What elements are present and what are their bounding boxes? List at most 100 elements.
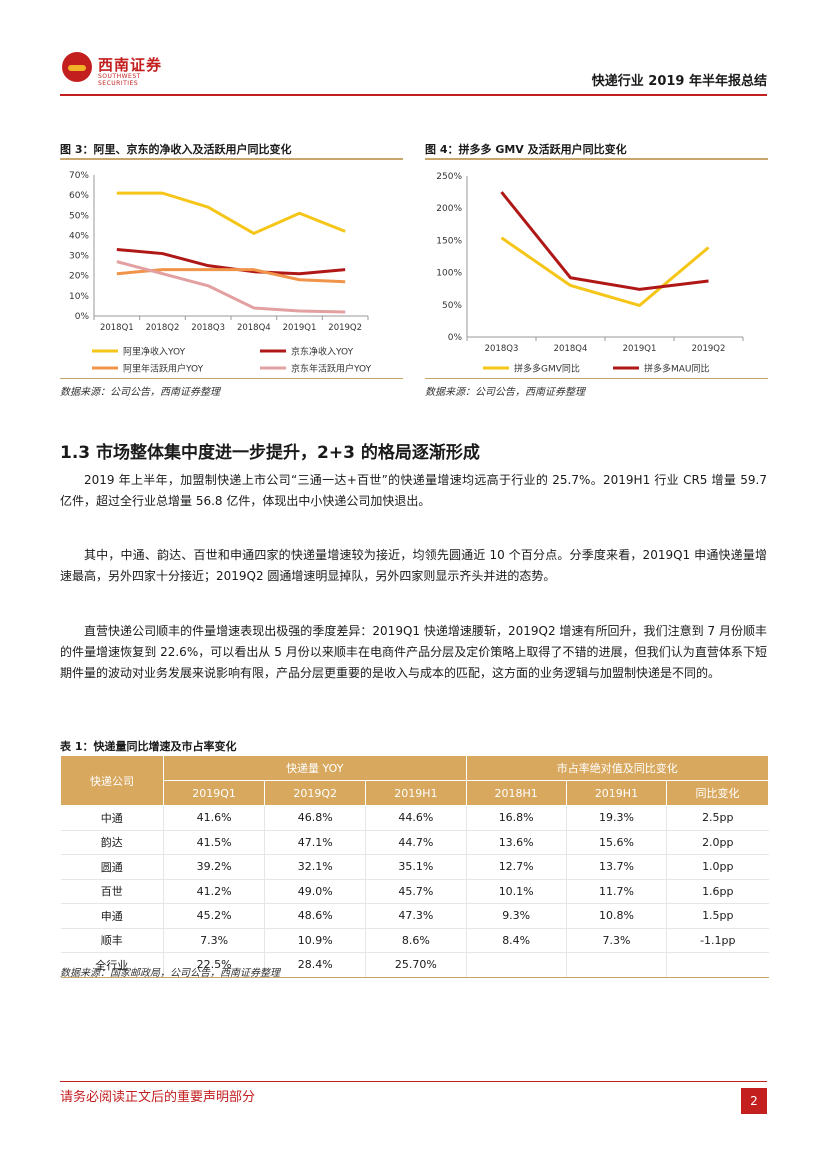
company-logo: 西南证券 SOUTHWEST SECURITIES bbox=[62, 50, 182, 90]
table-cell: 45.2% bbox=[163, 903, 266, 929]
table-header-share-group: 市占率绝对值及同比变化 bbox=[465, 755, 770, 781]
table-cell: 10.8% bbox=[566, 903, 668, 929]
table-subheader: 2019Q1 bbox=[162, 780, 266, 806]
y-tick-label: 30% bbox=[69, 252, 89, 262]
y-tick-label: 40% bbox=[69, 231, 89, 241]
table-cell: 41.5% bbox=[163, 830, 266, 855]
table-row: 顺丰 7.3% 10.9% 8.6% 8.4% 7.3% -1.1pp bbox=[60, 928, 769, 953]
table-cell: 10.1% bbox=[466, 879, 567, 904]
logo-subtitle: SOUTHWEST SECURITIES bbox=[98, 73, 141, 87]
table-cell: 1.0pp bbox=[666, 854, 769, 880]
table-row: 中通 41.6% 46.8% 44.6% 16.8% 19.3% 2.5pp bbox=[60, 805, 769, 831]
table-source: 数据来源：国家邮政局，公司公告，西南证券整理 bbox=[60, 968, 280, 979]
table-cell: 11.7% bbox=[566, 879, 668, 904]
series-line-4 bbox=[116, 260, 346, 314]
y-tick-label: 200% bbox=[436, 204, 462, 214]
series-line-1 bbox=[116, 191, 346, 235]
y-tick-label: 20% bbox=[69, 272, 89, 282]
table-cell bbox=[466, 952, 567, 978]
table-cell: 12.7% bbox=[466, 854, 567, 880]
express-volume-table: 快递公司 快递量 YOY 市占率绝对值及同比变化 2019Q1 2019Q2 2… bbox=[60, 755, 770, 978]
x-tick-label: 2018Q3 bbox=[485, 344, 519, 354]
legend-label: 拼多多GMV同比 bbox=[514, 363, 580, 375]
table-cell: 8.6% bbox=[365, 928, 467, 953]
figure-3-chart: 0% 10% 20% 30% 40% 50% 60% 70% 2018Q1 2018Q2 2018Q… bbox=[69, 171, 372, 375]
table-cell: 1.5pp bbox=[666, 903, 769, 929]
table-cell: 2.0pp bbox=[666, 830, 769, 855]
page-number: 2 bbox=[741, 1088, 767, 1114]
y-tick-label: 250% bbox=[436, 172, 462, 182]
table-cell-company: 中通 bbox=[60, 805, 164, 831]
table-cell: 45.7% bbox=[365, 879, 467, 904]
paragraph-3: 直营快递公司顺丰的件量增速表现出极强的季度差异：2019Q1 快递增速腰斩，20… bbox=[60, 624, 767, 680]
figure-3-top-rule bbox=[60, 158, 403, 160]
paragraph-2: 其中，中通、韵达、百世和申通四家的快递量增速较为接近，均领先圆通近 10 个百分… bbox=[60, 548, 767, 583]
table-cell-company: 申通 bbox=[60, 903, 164, 929]
table-cell bbox=[666, 952, 769, 978]
legend-label: 拼多多MAU同比 bbox=[644, 363, 710, 375]
figure-4-bottom-rule bbox=[425, 378, 768, 379]
table-cell: 8.4% bbox=[466, 928, 567, 953]
table-cell: 39.2% bbox=[163, 854, 266, 880]
table-row: 圆通 39.2% 32.1% 35.1% 12.7% 13.7% 1.0pp bbox=[60, 854, 769, 880]
table-cell-company: 百世 bbox=[60, 879, 164, 904]
table-cell: 9.3% bbox=[466, 903, 567, 929]
table-cell: 13.6% bbox=[466, 830, 567, 855]
table-cell: 44.6% bbox=[365, 805, 467, 831]
report-title: 快递行业 2019 年半年报总结 bbox=[591, 74, 767, 89]
table-cell-company: 韵达 bbox=[60, 830, 164, 855]
table-cell: 10.9% bbox=[264, 928, 367, 953]
y-tick-label: 0% bbox=[75, 312, 90, 322]
x-tick-label: 2019Q2 bbox=[692, 344, 726, 354]
paragraph-1: 2019 年上半年，加盟制快递上市公司“三通一达+百世”的快递量增速均远高于行业… bbox=[60, 473, 767, 508]
table-subheader: 2019Q2 bbox=[264, 780, 367, 806]
x-tick-label: 2019Q1 bbox=[623, 344, 657, 354]
table-subheader: 2018H1 bbox=[465, 780, 567, 806]
y-tick-label: 50% bbox=[442, 301, 462, 311]
x-tick-label: 2018Q2 bbox=[146, 323, 180, 333]
table-subheader: 同比变化 bbox=[666, 780, 769, 806]
table-cell-company: 圆通 bbox=[60, 854, 164, 880]
table-cell: -1.1pp bbox=[666, 928, 769, 953]
figure-4-title: 图 4：拼多多 GMV 及活跃用户同比变化 bbox=[425, 143, 627, 156]
table-title: 表 1：快递量同比增速及市占率变化 bbox=[60, 740, 237, 753]
figure-3-bottom-rule bbox=[60, 378, 403, 379]
table-cell: 48.6% bbox=[264, 903, 367, 929]
table-cell: 13.7% bbox=[566, 854, 668, 880]
table-row: 韵达 41.5% 47.1% 44.7% 13.6% 15.6% 2.0pp bbox=[60, 830, 769, 855]
table-row: 百世 41.2% 49.0% 45.7% 10.1% 11.7% 1.6pp bbox=[60, 879, 769, 904]
table-cell: 44.7% bbox=[365, 830, 467, 855]
y-tick-label: 70% bbox=[69, 171, 89, 181]
table-header-yoy-group: 快递量 YOY bbox=[163, 755, 467, 781]
table-cell: 41.6% bbox=[163, 805, 266, 831]
table-cell: 25.70% bbox=[365, 952, 467, 978]
table-cell-company: 顺丰 bbox=[60, 928, 164, 953]
figure-3-title: 图 3：阿里、京东的净收入及活跃用户同比变化 bbox=[60, 143, 292, 156]
table-header-company: 快递公司 bbox=[60, 755, 164, 806]
table-cell-company: 全行业 bbox=[60, 952, 164, 978]
logo-emblem-icon bbox=[62, 52, 92, 82]
y-tick-label: 50% bbox=[69, 211, 89, 221]
y-tick-label: 10% bbox=[69, 292, 89, 302]
table-cell: 47.1% bbox=[264, 830, 367, 855]
x-tick-label: 2018Q3 bbox=[191, 323, 225, 333]
table-cell: 22.5% bbox=[163, 952, 266, 978]
y-tick-label: 100% bbox=[436, 269, 462, 279]
table-cell: 2.5pp bbox=[666, 805, 769, 831]
table-cell: 47.3% bbox=[365, 903, 467, 929]
footer-disclaimer: 请务必阅读正文后的重要声明部分 bbox=[60, 1090, 256, 1105]
legend-label: 京东净收入YOY bbox=[291, 346, 354, 358]
x-tick-label: 2019Q1 bbox=[283, 323, 317, 333]
x-tick-label: 2018Q1 bbox=[100, 323, 134, 333]
legend-label: 阿里净收入YOY bbox=[123, 346, 186, 358]
table-cell: 32.1% bbox=[264, 854, 367, 880]
table-cell: 41.2% bbox=[163, 879, 266, 904]
table-subheader: 2019H1 bbox=[365, 780, 467, 806]
x-tick-label: 2019Q2 bbox=[328, 323, 362, 333]
table-cell: 49.0% bbox=[264, 879, 367, 904]
logo-name: 西南证券 bbox=[98, 56, 163, 74]
header-divider bbox=[60, 94, 767, 96]
section-title: 1.3 市场整体集中度进一步提升，2+3 的格局逐渐形成 bbox=[60, 443, 480, 463]
legend-label: 阿里年活跃用户YOY bbox=[123, 363, 204, 375]
table-cell: 19.3% bbox=[566, 805, 668, 831]
